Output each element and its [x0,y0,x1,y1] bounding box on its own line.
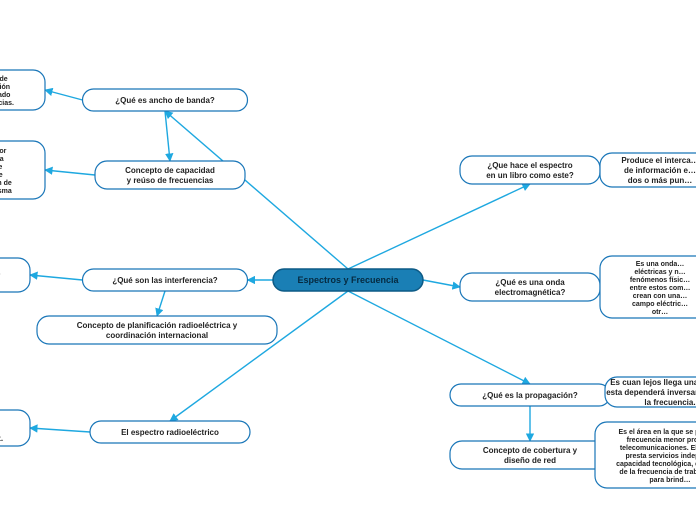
node-label: …az de [0,164,2,171]
node-label: …so de [0,172,3,179]
node-n1a: …cidad deinformación…terminado…frecuenci… [0,70,45,110]
node-label: ¿Qué son las interferencia? [112,276,217,285]
edge [30,428,90,432]
node-label: capacidad tecnológica, es dec… [616,461,696,468]
node-label: Es cuan lejos llega una onda,… [610,378,696,387]
mindmap-canvas: Espectros y Frecuencia ¿Qué es ancho de b… [0,0,696,520]
edge [423,280,460,287]
node-label: …agación de [0,180,12,187]
node-label: de la frecuencia de trabajo y… [619,469,696,476]
node-label: …cidad de [0,76,8,83]
node-label: presta servicios indepen… [625,453,696,460]
node-label: la frecuencia. [644,398,695,407]
node-n6: ¿Que hace el espectroen un libro como es… [460,156,600,184]
node-label: frecuencia menor propa… [627,437,696,444]
node-label: Es una onda… [636,261,685,268]
node-n2a: …bits por…que la…az de…so de…agación de…… [0,141,45,199]
node-label: ¿Que hace el espectro [487,161,572,170]
node-label: Concepto de cobertura y [483,446,578,455]
node-label: …terminado [0,92,10,99]
node-label: …una misma [0,188,12,195]
node-n2: Concepto de capacidady reúso de frecuenc… [95,161,245,189]
node-label: información [0,84,10,91]
node-n1: ¿Qué es ancho de banda? [83,89,248,111]
node-label: coordinación internacional [106,331,208,340]
node-label: entre estos com… [630,285,691,292]
node-n9a: Es el área en la que se propa…frecuencia… [595,422,696,488]
center-node: Espectros y Frecuencia [273,269,423,291]
node-label: fenómenos físic… [630,277,690,284]
node-label: …bits por [0,148,7,155]
node-n5a: …co…s y…GHz. [0,410,30,446]
node-label: crean con una… [633,293,687,300]
node-label: y reúso de frecuencias [127,176,214,185]
edge [165,111,348,269]
node-label: diseño de red [504,456,556,465]
node-n7: ¿Qué es una ondaelectromagnética? [460,273,600,301]
edge [348,184,530,269]
edge [45,170,95,175]
node-n8a: Es cuan lejos llega una onda,…esta depen… [605,377,696,407]
node-label: …frecuencias. [0,100,14,107]
node-n4: Concepto de planificación radioeléctrica… [37,316,277,344]
node-label: para brind… [649,477,690,484]
node-label: ¿Qué es la propagación? [482,391,578,400]
node-n7a: Es una onda…eléctricas y n…fenómenos fís… [600,256,696,318]
node-n9: Concepto de cobertura ydiseño de red [450,441,610,469]
edge [170,291,348,421]
node-n8: ¿Qué es la propagación? [450,384,610,406]
node-label: ¿Qué es ancho de banda? [115,96,215,105]
node-label: otr… [652,309,668,316]
node-label: Concepto de capacidad [125,166,215,175]
node-label: ¿Qué es una onda [495,278,565,287]
node-n3: ¿Qué son las interferencia? [83,269,248,291]
node-n5: El espectro radioeléctrico [90,421,250,443]
node-label: campo eléctric… [632,301,688,308]
node-n6a: Produce el interca…de información e…dos … [600,153,696,187]
node-label: electromagnética? [495,288,566,297]
node-label: dos o más pun… [628,176,692,185]
node-n3a: …s o…nar…r, [0,258,30,292]
node-label: de información e… [624,166,696,175]
node-label: …que la [0,156,4,163]
node-label: El espectro radioeléctrico [121,428,219,437]
node-label: en un libro como este? [486,171,574,180]
edge [157,291,165,316]
node-label: esta dependerá inversamente d… [606,388,696,397]
edge [30,275,83,280]
node-label: …GHz. [0,434,3,443]
edge [348,291,530,384]
node-label: eléctricas y n… [634,269,685,276]
edge [165,111,170,161]
node-label: Produce el interca… [621,156,696,165]
node-label: Espectros y Frecuencia [297,275,399,285]
nodes-layer: Espectros y Frecuencia ¿Qué es ancho de b… [0,70,696,488]
edge [45,90,83,100]
node-label: Es el área en la que se propa… [618,429,696,436]
node-label: Concepto de planificación radioeléctrica… [77,321,238,330]
node-label: telecomunicaciones. El dise… [620,445,696,452]
